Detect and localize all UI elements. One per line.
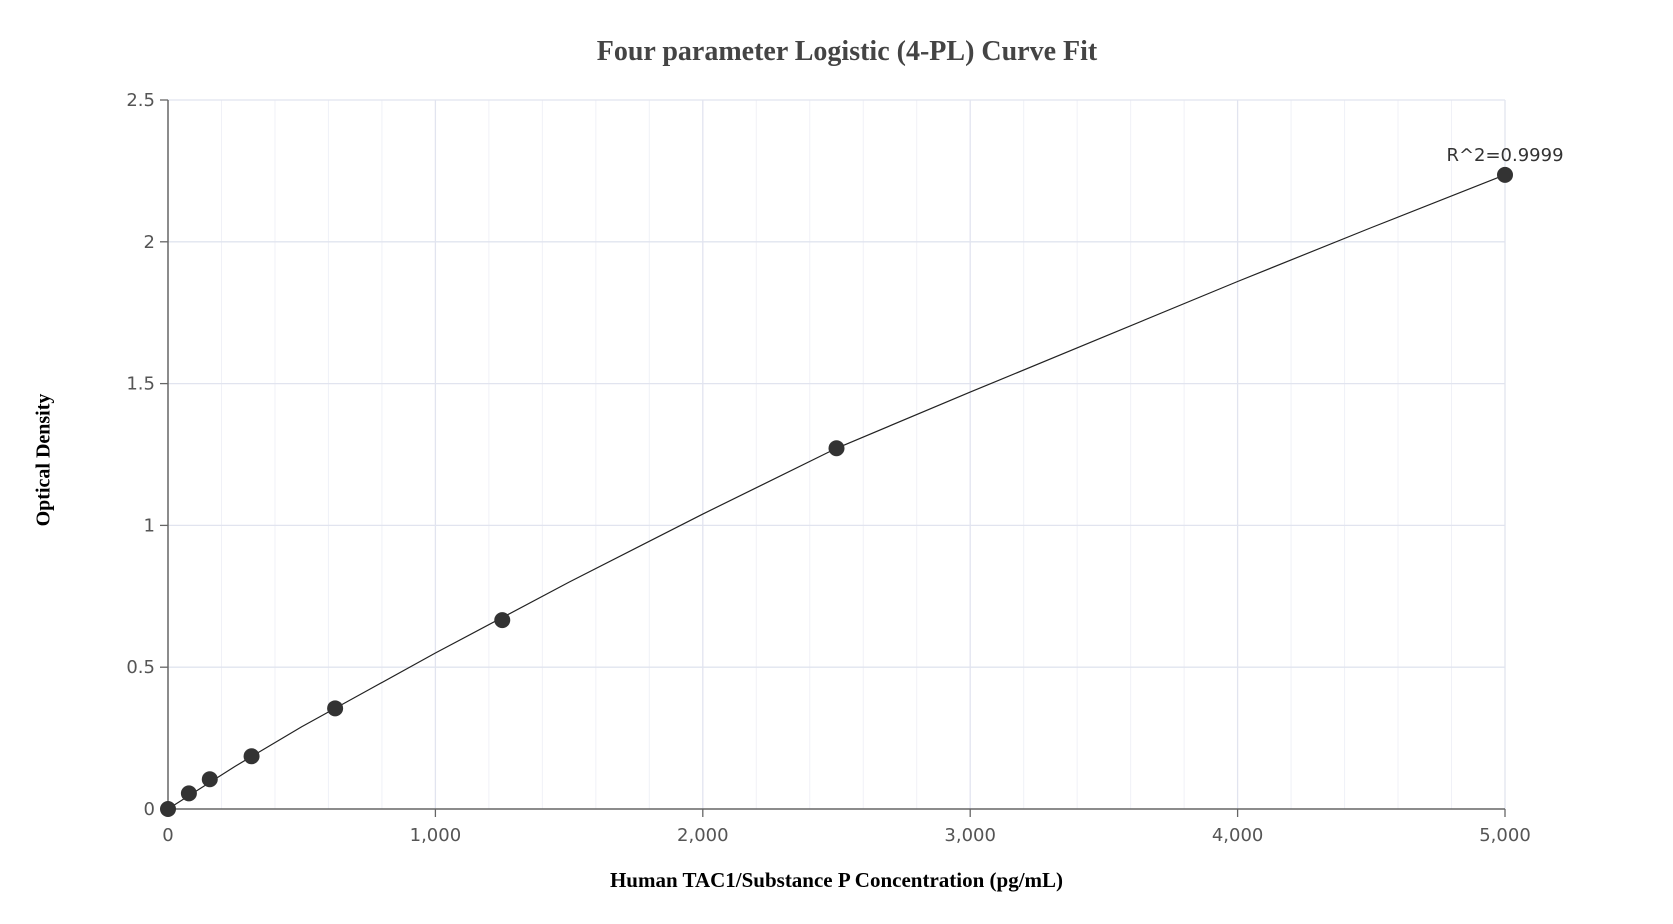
chart-title: Four parameter Logistic (4-PL) Curve Fit — [596, 36, 1098, 67]
data-point — [494, 612, 511, 629]
y-tick-label: 0 — [144, 799, 155, 820]
y-tick-label: 2 — [144, 232, 155, 253]
data-point — [160, 801, 176, 817]
data-point — [828, 440, 845, 457]
data-points — [160, 166, 1513, 817]
data-point — [201, 771, 218, 788]
x-tick-label: 3,000 — [944, 825, 996, 846]
data-point — [180, 785, 197, 802]
data-point — [243, 748, 260, 765]
x-axis-label: Human TAC1/Substance P Concentration (pg… — [609, 868, 1064, 892]
x-tick-label: 1,000 — [410, 825, 462, 846]
data-point — [1497, 166, 1513, 183]
x-tick-label: 0 — [162, 825, 173, 846]
x-tick-label: 2,000 — [677, 825, 729, 846]
r-squared-annotation: R^2=0.9999 — [1446, 145, 1563, 166]
x-tick-label: 4,000 — [1212, 825, 1264, 846]
grid-lines — [168, 99, 1506, 809]
fit-curve — [167, 174, 1506, 810]
tick-labels: 0 0.5 1 1.5 2 2.5 0 1,000 2,000 3,000 4,000 5,000 — [126, 90, 1530, 846]
axes — [160, 99, 1506, 817]
y-tick-label: 0.5 — [126, 657, 155, 678]
y-tick-label: 2.5 — [126, 90, 155, 111]
y-tick-label: 1.5 — [126, 374, 155, 395]
y-tick-label: 1 — [144, 515, 155, 536]
data-point — [327, 700, 344, 717]
x-tick-label: 5,000 — [1479, 825, 1531, 846]
